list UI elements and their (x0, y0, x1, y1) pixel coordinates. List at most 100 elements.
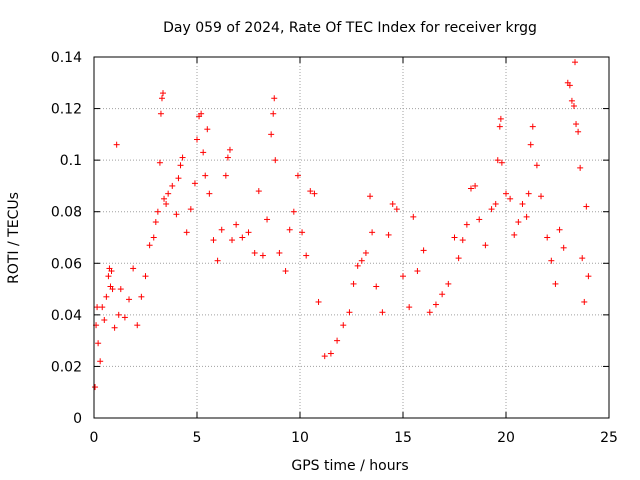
data-point (101, 317, 108, 324)
data-point (294, 172, 301, 179)
data-point (311, 190, 318, 197)
axis-ticks: 0 0.02 0.04 0.06 0.08 0.1 0.12 0.14 0 5 10 15 20 25 (51, 50, 618, 446)
data-point (255, 188, 262, 195)
data-point (346, 309, 353, 316)
data-point (455, 255, 462, 262)
data-point (103, 293, 110, 300)
x-tick-label: 10 (291, 430, 309, 446)
y-axis-label: ROTI / TECUs (6, 192, 22, 284)
y-tick-label: 0.06 (51, 256, 82, 272)
data-point (169, 182, 176, 189)
data-point (222, 172, 229, 179)
data-point (494, 157, 501, 164)
data-point (282, 268, 289, 275)
data-point (108, 268, 115, 275)
data-point (156, 159, 163, 166)
data-point (393, 206, 400, 213)
data-point (259, 252, 266, 259)
data-point (286, 226, 293, 233)
data-point (191, 180, 198, 187)
data-point (476, 216, 483, 223)
data-point (579, 255, 586, 262)
data-point (463, 221, 470, 228)
data-point (385, 231, 392, 238)
data-point (445, 280, 452, 287)
data-point (350, 280, 357, 287)
data-point (111, 324, 118, 331)
data-point (575, 128, 582, 135)
data-point (198, 110, 205, 117)
plot-frame (93, 56, 610, 419)
y-tick-label: 0 (73, 411, 82, 427)
data-point (218, 226, 225, 233)
data-point (503, 190, 509, 197)
data-point (109, 286, 116, 293)
data-point (362, 249, 369, 256)
data-point (161, 195, 168, 202)
data-point (492, 200, 499, 207)
data-point (95, 340, 102, 347)
data-point (272, 157, 279, 164)
data-point (194, 136, 200, 143)
data-point (472, 182, 479, 189)
data-point (276, 249, 283, 256)
data-point (340, 322, 347, 329)
data-point (158, 95, 165, 102)
data-point (138, 293, 145, 300)
y-tick-label: 0.12 (51, 102, 82, 118)
data-point (321, 353, 328, 360)
chart-title: Day 059 of 2024, Rate Of TEC Index for r… (163, 20, 537, 36)
data-point (566, 82, 573, 89)
data-point (354, 262, 361, 269)
data-point (467, 185, 474, 192)
data-point (210, 237, 217, 244)
data-point (573, 121, 580, 128)
data-point (264, 216, 271, 223)
data-point (334, 337, 341, 344)
data-point (533, 162, 540, 169)
data-point (126, 296, 133, 303)
data-point (187, 206, 194, 213)
data-point (134, 322, 141, 329)
x-tick-label: 15 (394, 430, 412, 446)
data-point (271, 95, 278, 102)
x-axis-label: GPS time / hours (291, 458, 408, 474)
data-point (268, 131, 275, 138)
y-tick-label: 0.08 (51, 205, 82, 221)
data-point (160, 90, 167, 97)
data-point (94, 304, 101, 311)
data-point (206, 190, 213, 197)
data-point (226, 146, 233, 153)
data-point (150, 234, 157, 241)
data-point (177, 162, 184, 169)
data-point (389, 200, 396, 207)
data-point (97, 358, 104, 365)
data-point (251, 249, 258, 256)
data-point (581, 298, 588, 305)
y-tick-label: 0.14 (51, 50, 82, 66)
data-point (406, 304, 413, 311)
data-point (113, 141, 120, 148)
data-point (183, 229, 190, 236)
data-point (577, 164, 584, 171)
data-point (367, 193, 374, 200)
data-point (290, 208, 297, 215)
data-point (497, 115, 504, 122)
data-point (538, 193, 545, 200)
grid-lines (94, 57, 609, 418)
data-point (420, 247, 427, 254)
data-point (233, 221, 240, 228)
data-point (315, 298, 322, 305)
data-point (121, 314, 128, 321)
data-point (142, 273, 149, 280)
data-point (583, 203, 590, 210)
data-point (507, 195, 514, 202)
data-point (498, 159, 505, 166)
data-point (426, 309, 433, 316)
data-point (163, 200, 170, 207)
data-point (511, 231, 518, 238)
data-point (239, 234, 246, 241)
data-point (200, 149, 207, 156)
data-point (224, 154, 231, 161)
